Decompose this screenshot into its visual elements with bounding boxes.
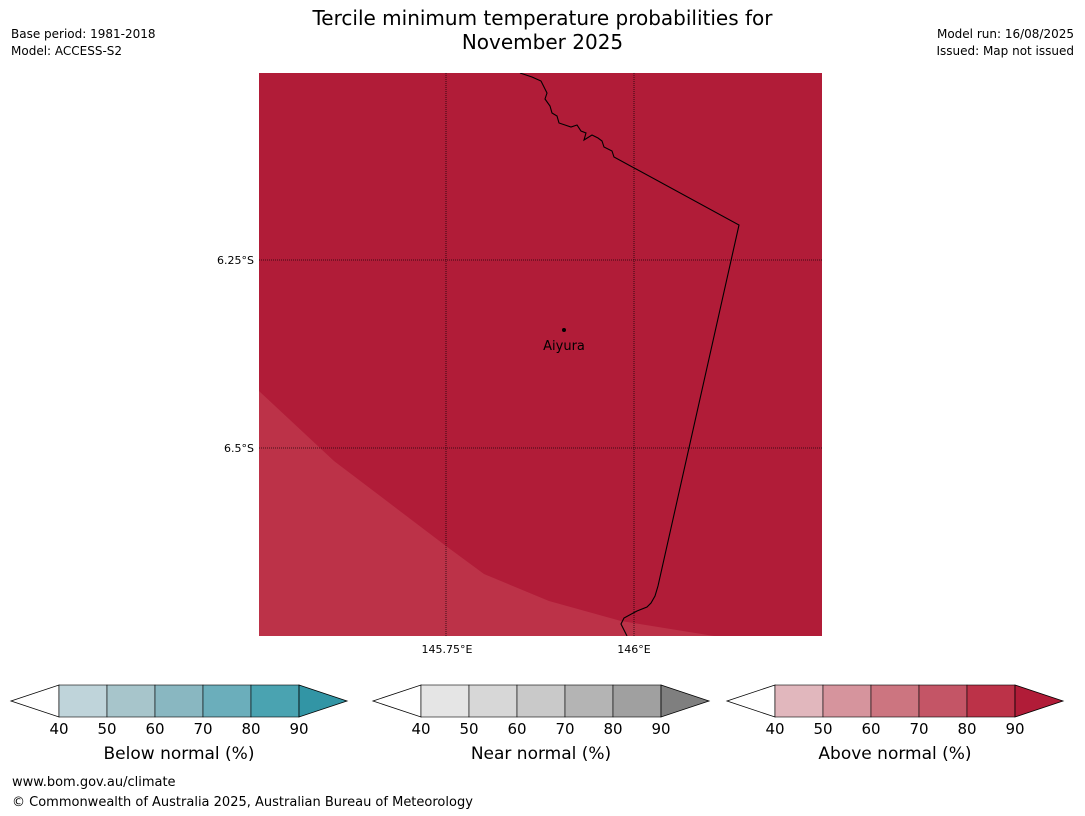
colorbar-segment [918,684,968,718]
legend-near-label: Near normal (%) [470,744,612,764]
aiyura-marker [562,328,566,332]
tick-label: 90 [289,720,309,738]
colorbar-under-arrow [371,684,422,718]
colorbar-segment [154,684,204,718]
tick-label: 40 [765,720,785,738]
base-period-text: Base period: 1981-2018 [11,27,156,41]
colorbar-over-arrow [1014,684,1065,718]
colorbar-under-arrow [725,684,776,718]
tick-label: 70 [555,720,575,738]
colorbar-segment [106,684,156,718]
colorbar-segment [250,684,300,718]
colorbar-segment [202,684,252,718]
colorbar-segment [612,684,662,718]
lat-tick-6-5: 6.5°S [224,442,254,455]
colorbar-under-arrow [9,684,60,718]
colorbar-over-arrow [660,684,711,718]
tick-label: 80 [603,720,623,738]
colorbar-segment [564,684,614,718]
colorbar-below [9,684,349,718]
model-run-text: Model run: 16/08/2025 [936,27,1074,41]
lat-tick-6-25: 6.25°S [217,254,254,267]
issued-text: Issued: Map not issued [936,44,1074,58]
colorbar-near-ticks: 40 50 60 70 80 90 [371,720,711,738]
aiyura-label: Aiyura [543,339,585,354]
colorbar-segment [516,684,566,718]
tick-label: 40 [411,720,431,738]
footer-copyright: © Commonwealth of Australia 2025, Austra… [12,795,473,810]
colorbar-segment [966,684,1016,718]
tick-label: 70 [193,720,213,738]
colorbar-segment [822,684,872,718]
tick-label: 50 [813,720,833,738]
tick-label: 60 [145,720,165,738]
colorbar-segment [420,684,470,718]
colorbar-segment [468,684,518,718]
colorbar-near [371,684,711,718]
probability-map: Aiyura [259,73,822,636]
colorbar-over-arrow [298,684,349,718]
lon-tick-145-75: 145.75°E [421,643,473,656]
title-line-2: November 2025 [461,30,624,54]
colorbar-above-ticks: 40 50 60 70 80 90 [725,720,1065,738]
lon-tick-146: 146°E [617,643,651,656]
tick-label: 90 [1005,720,1025,738]
tick-label: 80 [241,720,261,738]
tick-label: 90 [651,720,671,738]
tick-label: 50 [97,720,117,738]
tick-label: 60 [861,720,881,738]
tick-label: 50 [459,720,479,738]
tick-label: 60 [507,720,527,738]
tick-label: 70 [909,720,929,738]
above-normal-80-area [259,391,714,636]
footer-url[interactable]: www.bom.gov.au/climate [12,775,176,790]
colorbar-segment [774,684,824,718]
meta-left: Base period: 1981-2018 Model: ACCESS-S2 [11,26,156,60]
legend-below-label: Below normal (%) [103,744,255,764]
colorbar-above [725,684,1065,718]
tick-label: 80 [957,720,977,738]
colorbar-below-ticks: 40 50 60 70 80 90 [9,720,349,738]
colorbar-segment [58,684,108,718]
title-line-1: Tercile minimum temperature probabilitie… [312,6,773,30]
province-border [519,73,740,636]
map-title: Tercile minimum temperature probabilitie… [0,6,1085,54]
colorbar-segment [870,684,920,718]
legend-above-label: Above normal (%) [818,744,972,764]
meta-right: Model run: 16/08/2025 Issued: Map not is… [936,26,1074,60]
model-text: Model: ACCESS-S2 [11,44,123,58]
tick-label: 40 [49,720,69,738]
